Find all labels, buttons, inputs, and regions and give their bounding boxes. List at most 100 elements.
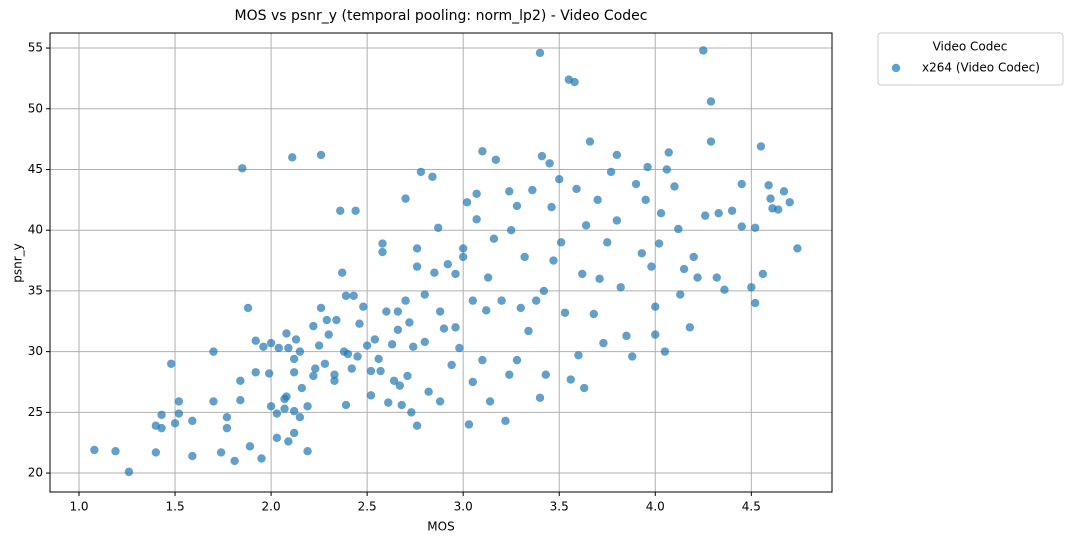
scatter-point — [585, 137, 595, 146]
scatter-point — [238, 164, 247, 173]
scatter-point — [222, 423, 232, 433]
scatter-point — [434, 223, 443, 232]
scatter-point — [359, 302, 368, 311]
scatter-point — [341, 400, 351, 410]
scatter-point — [428, 172, 437, 181]
scatter-point — [412, 421, 422, 430]
scatter-point — [409, 342, 418, 351]
scatter-point — [157, 423, 166, 433]
scatter-point — [472, 215, 481, 224]
scatter-point — [541, 370, 550, 379]
scatter-point — [330, 370, 339, 379]
legend-label: x264 (Video Codec) — [922, 61, 1040, 75]
scatter-point — [750, 223, 760, 232]
scatter-point — [706, 137, 716, 146]
x-axis-label: MOS — [427, 520, 454, 534]
scatter-point — [574, 351, 583, 360]
scatter-point — [124, 467, 134, 477]
x-tick-label: 3.0 — [454, 500, 473, 514]
scatter-point — [355, 319, 364, 328]
scatter-point — [289, 354, 299, 364]
scatter-point — [320, 359, 330, 368]
scatter-point — [572, 184, 581, 194]
scatter-point — [401, 296, 410, 305]
scatter-point — [628, 352, 637, 361]
y-tick-label: 35 — [28, 283, 43, 297]
scatter-point — [580, 383, 589, 393]
scatter-point — [337, 268, 347, 277]
y-tick-label: 25 — [28, 405, 43, 419]
scatter-point — [336, 206, 345, 215]
scatter-point — [764, 181, 773, 190]
scatter-point — [297, 383, 307, 393]
scatter-point — [384, 398, 393, 407]
scatter-point — [236, 376, 245, 385]
scatter-point — [284, 437, 293, 446]
y-tick-label: 50 — [28, 101, 43, 115]
scatter-point — [651, 330, 660, 339]
scatter-point — [616, 283, 625, 292]
scatter-point — [555, 175, 564, 184]
scatter-point — [774, 205, 783, 214]
scatter-point — [641, 195, 650, 205]
scatter-point — [370, 335, 380, 344]
scatter-point — [593, 195, 602, 205]
scatter-point — [578, 269, 587, 279]
scatter-point — [507, 226, 516, 235]
scatter-point — [366, 391, 376, 400]
scatter-point — [389, 376, 399, 385]
scatter-point — [420, 337, 429, 347]
scatter-point — [662, 165, 672, 174]
scatter-point — [535, 48, 545, 58]
scatter-point — [274, 343, 283, 353]
scatter-point — [589, 309, 599, 319]
scatter-point — [545, 159, 554, 168]
scatter-point — [603, 238, 612, 247]
scatter-point — [174, 409, 184, 418]
scatter-point — [264, 369, 274, 378]
scatter-point — [351, 206, 360, 215]
x-tick-label: 1.5 — [166, 500, 185, 514]
scatter-point — [222, 413, 232, 422]
scatter-point — [251, 336, 260, 345]
scatter-point — [230, 456, 239, 466]
scatter-point — [693, 273, 702, 282]
x-tick-label: 3.5 — [550, 500, 569, 514]
scatter-point — [528, 185, 537, 195]
x-tick-label: 2.0 — [262, 500, 281, 514]
y-axis-label: psnr_y — [11, 243, 25, 283]
scatter-point — [289, 368, 299, 377]
scatter-point — [556, 238, 566, 247]
scatter-point — [505, 370, 514, 379]
scatter-point — [758, 269, 768, 279]
scatter-point — [257, 454, 266, 463]
y-tick-label: 40 — [28, 223, 43, 237]
scatter-point — [403, 371, 412, 381]
scatter-point — [670, 182, 679, 191]
scatter-point — [622, 331, 631, 341]
scatter-point — [167, 359, 176, 368]
scatter-point — [288, 153, 297, 162]
scatter-point — [560, 308, 570, 317]
legend-title: Video Codec — [933, 40, 1008, 54]
scatter-point — [366, 366, 376, 376]
scatter-point — [353, 352, 362, 361]
scatter-point — [170, 419, 180, 428]
scatter-point — [699, 46, 708, 55]
x-tick-label: 4.5 — [742, 500, 761, 514]
scatter-point — [151, 448, 161, 457]
scatter-point — [535, 393, 545, 402]
scatter-point — [679, 264, 689, 274]
scatter-point — [295, 347, 305, 356]
scatter-point — [462, 198, 472, 207]
scatter-point — [322, 315, 332, 325]
legend-marker — [891, 63, 901, 73]
scatter-point — [316, 150, 326, 160]
scatter-point — [647, 262, 656, 271]
scatter-point — [111, 447, 120, 456]
scatter-point — [766, 194, 775, 203]
scatter-point — [405, 318, 414, 327]
scatter-point — [376, 366, 385, 376]
scatter-point — [689, 252, 698, 262]
